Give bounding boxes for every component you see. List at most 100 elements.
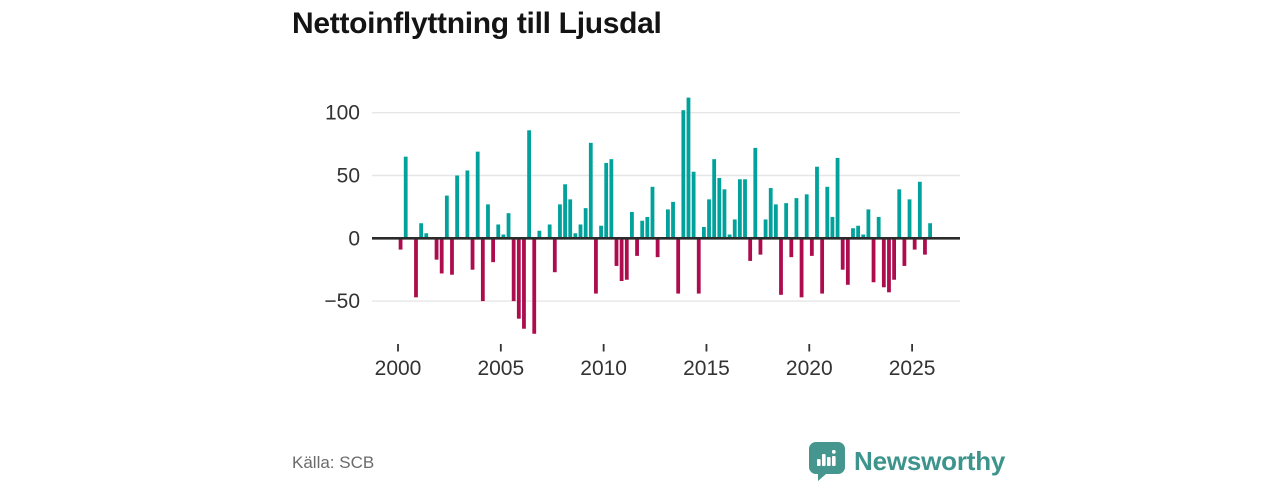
bar [522, 238, 526, 329]
bar [563, 184, 567, 239]
bar [691, 171, 696, 239]
bar [568, 199, 573, 239]
bar [768, 188, 773, 239]
bar [491, 238, 496, 263]
bar [876, 216, 881, 239]
bar [599, 225, 603, 239]
bar [552, 238, 557, 273]
newsworthy-logo: Newsworthy [808, 441, 1005, 481]
bar [743, 179, 747, 239]
bar [923, 238, 927, 255]
bar [419, 223, 424, 239]
bar [928, 223, 932, 239]
bar [604, 162, 609, 239]
bar [547, 224, 552, 239]
bar [666, 209, 670, 239]
bar [712, 159, 717, 239]
x-axis-label: 2005 [477, 357, 524, 380]
bar [912, 238, 917, 250]
bar [794, 198, 799, 239]
bar [851, 228, 855, 239]
bar [516, 238, 521, 319]
bar [635, 238, 639, 256]
x-axis-label: 2015 [683, 357, 730, 380]
bar [573, 233, 578, 239]
bar [444, 195, 449, 239]
bar [763, 219, 768, 239]
bar [902, 238, 907, 266]
bar [558, 204, 562, 239]
bar [784, 203, 789, 239]
bar [809, 238, 814, 256]
newsworthy-logo-icon [809, 442, 845, 481]
bar [815, 166, 819, 239]
bar [825, 186, 830, 239]
bar [655, 238, 660, 258]
bar [856, 225, 861, 239]
bar [424, 233, 429, 239]
bar [496, 224, 501, 239]
bar [681, 110, 686, 239]
y-axis-label: −50 [324, 290, 360, 313]
bar [614, 238, 619, 266]
y-axis-label: 50 [337, 165, 360, 188]
newsworthy-logo-text: Newsworthy [854, 446, 1006, 476]
bar [609, 159, 614, 239]
source-note: Källa: SCB [292, 453, 375, 472]
bar [650, 186, 655, 239]
bar [892, 238, 897, 280]
bar [439, 238, 444, 274]
bar [475, 151, 480, 239]
bar [455, 175, 460, 239]
bar [717, 178, 722, 239]
y-axis-label: 100 [325, 102, 360, 125]
bar [820, 238, 825, 294]
bar-chart: 100 50 0 −50 2000 2005 2010 2015 2020 2025 [324, 97, 960, 380]
bar [619, 238, 624, 281]
bar [779, 238, 783, 295]
bar [532, 238, 537, 334]
bar [830, 216, 835, 239]
bar [450, 238, 454, 275]
bar [527, 130, 531, 239]
bar [630, 211, 634, 239]
bar [465, 170, 470, 239]
bar [799, 238, 804, 298]
bar [676, 238, 681, 294]
bar [686, 97, 691, 239]
bar [866, 209, 871, 239]
bar [671, 201, 675, 239]
bar [583, 208, 588, 239]
bar [737, 179, 742, 239]
bar [434, 238, 439, 260]
bar [773, 204, 778, 239]
x-axis-label: 2020 [786, 357, 833, 380]
bar [588, 142, 593, 239]
bar [645, 216, 650, 239]
bar [887, 238, 891, 293]
chart-title: Nettoinflyttning till Ljusdal [292, 7, 662, 40]
bar [907, 199, 912, 239]
x-axis-label: 2010 [580, 357, 627, 380]
bar [398, 238, 403, 250]
bar [707, 199, 711, 239]
bar [732, 219, 737, 239]
bar [486, 204, 490, 239]
bar [897, 189, 902, 239]
y-axis-label: 0 [348, 227, 360, 250]
x-axis-label: 2025 [889, 357, 936, 380]
bar [758, 238, 763, 255]
bar [789, 238, 794, 258]
bar [414, 238, 418, 298]
bar [480, 238, 485, 302]
bar [624, 238, 629, 280]
bar [881, 238, 886, 288]
bar [748, 238, 753, 261]
bar [840, 238, 845, 270]
bar [403, 156, 408, 239]
bar [506, 213, 511, 239]
bar [804, 194, 809, 239]
bar [511, 238, 516, 302]
bar [537, 230, 542, 239]
bar [696, 238, 701, 294]
